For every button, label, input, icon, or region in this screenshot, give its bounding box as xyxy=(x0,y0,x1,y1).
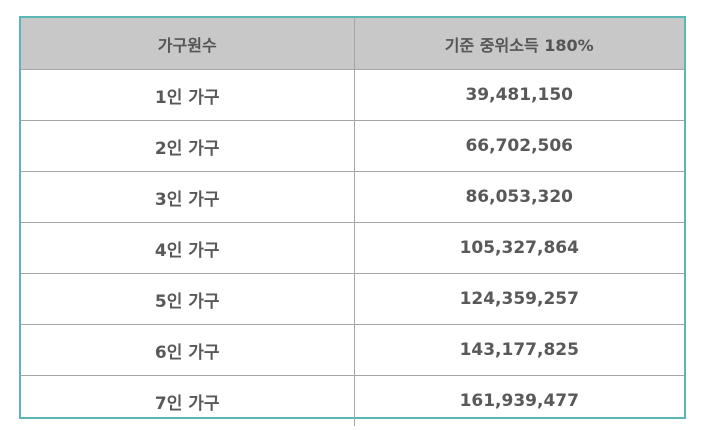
household-size-cell: 6인 가구 xyxy=(21,324,354,376)
household-size-cell: 2인 가구 xyxy=(21,120,354,172)
header-median-income-180: 기준 중위소득 180% xyxy=(353,18,684,70)
header-household-size: 가구원수 xyxy=(21,18,354,70)
income-table-frame: 가구원수 기준 중위소득 180% 1인 가구 39,481,150 2인 가구… xyxy=(19,16,686,426)
income-cell: 86,053,320 xyxy=(353,171,684,223)
income-cell: 143,177,825 xyxy=(353,324,684,376)
table-header-row: 가구원수 기준 중위소득 180% xyxy=(21,18,684,70)
table-row: 2인 가구 66,702,506 xyxy=(21,120,684,172)
table-row: 6인 가구 143,177,825 xyxy=(21,324,684,376)
table-row: 5인 가구 124,359,257 xyxy=(21,273,684,325)
income-cell: 39,481,150 xyxy=(353,69,684,121)
household-size-cell: 5인 가구 xyxy=(21,273,354,325)
table-row: 7인 가구 161,939,477 xyxy=(21,375,684,426)
income-cell: 66,702,506 xyxy=(353,120,684,172)
income-cell: 161,939,477 xyxy=(353,375,684,426)
household-size-cell: 3인 가구 xyxy=(21,171,354,223)
household-size-cell: 1인 가구 xyxy=(21,69,354,121)
table-row: 1인 가구 39,481,150 xyxy=(21,69,684,121)
income-cell: 105,327,864 xyxy=(353,222,684,274)
table-row: 4인 가구 105,327,864 xyxy=(21,222,684,274)
income-cell: 124,359,257 xyxy=(353,273,684,325)
income-table: 가구원수 기준 중위소득 180% 1인 가구 39,481,150 2인 가구… xyxy=(21,18,684,426)
table-row: 3인 가구 86,053,320 xyxy=(21,171,684,223)
household-size-cell: 4인 가구 xyxy=(21,222,354,274)
household-size-cell: 7인 가구 xyxy=(21,375,354,426)
